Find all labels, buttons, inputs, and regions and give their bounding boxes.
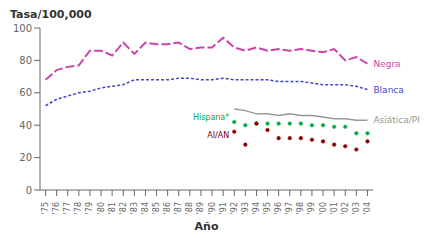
svg-text:'92: '92	[230, 202, 239, 214]
svg-text:'86: '86	[163, 202, 172, 214]
svg-text:AI/AN: AI/AN	[207, 131, 229, 140]
svg-text:'93: '93	[241, 202, 250, 214]
svg-text:'03: '03	[352, 202, 361, 214]
svg-text:'97: '97	[285, 202, 294, 214]
svg-text:Asiática/PI: Asiática/PI	[373, 115, 419, 125]
svg-text:'87: '87	[174, 202, 183, 214]
svg-text:'80: '80	[97, 202, 106, 214]
svg-text:'88: '88	[185, 202, 194, 214]
svg-text:100: 100	[13, 23, 32, 34]
svg-text:40: 40	[19, 120, 32, 131]
svg-text:'90: '90	[208, 202, 217, 214]
svg-text:Negra: Negra	[373, 59, 400, 69]
svg-text:'76: '76	[52, 202, 61, 214]
svg-text:'75: '75	[41, 202, 50, 214]
svg-text:'81: '81	[108, 202, 117, 214]
svg-text:60: 60	[19, 87, 32, 98]
svg-text:'02: '02	[341, 202, 350, 214]
svg-text:'77: '77	[63, 202, 72, 214]
svg-text:'79: '79	[85, 202, 94, 214]
html-text:Tasa/100,000: Tasa/100,000	[10, 8, 92, 21]
svg-text:'89: '89	[196, 202, 205, 214]
svg-text:0: 0	[26, 185, 32, 196]
svg-text:20: 20	[19, 152, 32, 163]
svg-text:'83: '83	[130, 202, 139, 214]
svg-text:Blanca: Blanca	[373, 85, 403, 95]
svg-text:'96: '96	[274, 202, 283, 214]
svg-text:'82: '82	[119, 202, 128, 214]
svg-text:80: 80	[19, 55, 32, 66]
svg-text:Año: Año	[195, 220, 219, 230]
svg-text:'94: '94	[252, 202, 261, 214]
svg-text:'84: '84	[141, 202, 150, 214]
svg-text:'99: '99	[307, 202, 316, 214]
svg-text:'85: '85	[152, 202, 161, 214]
svg-text:Hispana*: Hispana*	[193, 113, 229, 122]
svg-text:'04: '04	[363, 202, 372, 214]
svg-text:'01: '01	[330, 202, 339, 214]
svg-text:'91: '91	[219, 202, 228, 214]
svg-text:'95: '95	[263, 202, 272, 214]
svg-text:'00: '00	[319, 202, 328, 214]
svg-text:'98: '98	[296, 202, 305, 214]
svg-text:'78: '78	[74, 202, 83, 214]
